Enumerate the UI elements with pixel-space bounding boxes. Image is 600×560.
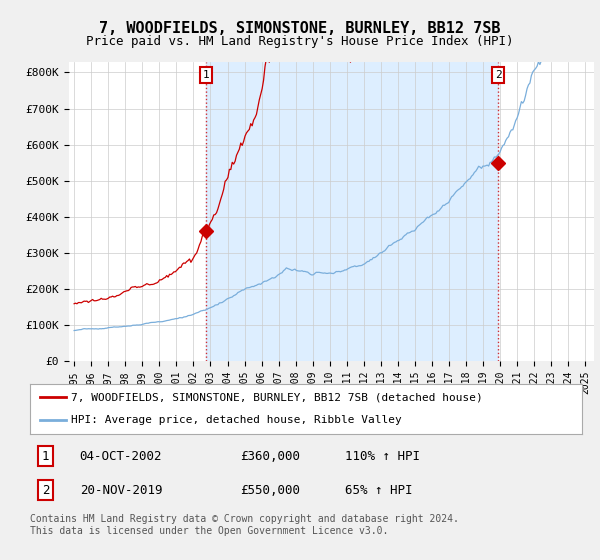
Text: Price paid vs. HM Land Registry's House Price Index (HPI): Price paid vs. HM Land Registry's House … <box>86 35 514 48</box>
Text: 7, WOODFIELDS, SIMONSTONE, BURNLEY, BB12 7SB (detached house): 7, WOODFIELDS, SIMONSTONE, BURNLEY, BB12… <box>71 392 483 402</box>
Text: 7, WOODFIELDS, SIMONSTONE, BURNLEY, BB12 7SB: 7, WOODFIELDS, SIMONSTONE, BURNLEY, BB12… <box>99 21 501 36</box>
Text: 20-NOV-2019: 20-NOV-2019 <box>80 483 162 497</box>
Text: 1: 1 <box>42 450 49 463</box>
Text: 1: 1 <box>203 70 209 80</box>
Text: £360,000: £360,000 <box>240 450 300 463</box>
Text: Contains HM Land Registry data © Crown copyright and database right 2024.
This d: Contains HM Land Registry data © Crown c… <box>30 514 459 536</box>
Bar <box>206 62 498 361</box>
Text: 2: 2 <box>42 483 49 497</box>
Text: HPI: Average price, detached house, Ribble Valley: HPI: Average price, detached house, Ribb… <box>71 416 402 426</box>
Text: 04-OCT-2002: 04-OCT-2002 <box>80 450 162 463</box>
Text: 2: 2 <box>495 70 502 80</box>
Text: £550,000: £550,000 <box>240 483 300 497</box>
Text: 110% ↑ HPI: 110% ↑ HPI <box>344 450 419 463</box>
Text: 65% ↑ HPI: 65% ↑ HPI <box>344 483 412 497</box>
